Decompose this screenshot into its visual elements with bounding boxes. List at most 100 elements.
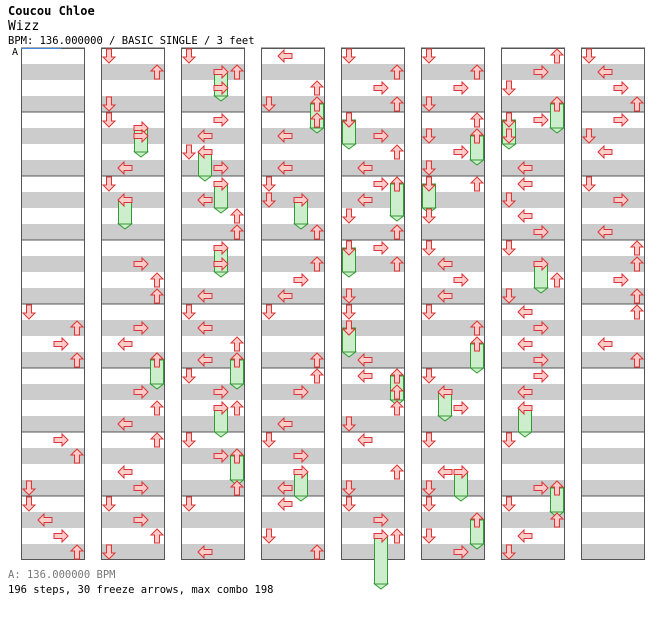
- beat-band: [261, 128, 325, 144]
- freeze-tail: [501, 143, 517, 150]
- step-down-arrow: [277, 48, 293, 64]
- beat-band: [261, 512, 325, 528]
- step-left-arrow: [261, 176, 277, 192]
- step-right-arrow: [149, 432, 165, 448]
- step-up-arrow: [213, 256, 229, 272]
- step-left-arrow: [21, 480, 37, 496]
- freeze-tail: [197, 175, 213, 182]
- beat-band: [341, 96, 405, 112]
- beat-band: [101, 480, 165, 496]
- step-right-arrow: [229, 208, 245, 224]
- step-down-arrow: [277, 128, 293, 144]
- step-down-arrow: [117, 336, 133, 352]
- step-left-arrow: [421, 240, 437, 256]
- beat-band: [261, 256, 325, 272]
- beat-band: [421, 224, 485, 240]
- beat-band: [341, 320, 405, 336]
- beat-band: [341, 128, 405, 144]
- step-down-arrow: [197, 128, 213, 144]
- beat-band: [581, 544, 645, 560]
- beat-band: [181, 128, 245, 144]
- step-down-arrow: [277, 496, 293, 512]
- beat-band: [101, 416, 165, 432]
- step-down-arrow: [197, 192, 213, 208]
- freeze-body: [518, 407, 532, 433]
- step-left-arrow: [341, 112, 357, 128]
- step-right-arrow: [229, 400, 245, 416]
- step-up-arrow: [293, 384, 309, 400]
- step-up-arrow: [533, 112, 549, 128]
- beat-band: [501, 64, 565, 80]
- freeze-tail: [373, 583, 389, 590]
- step-down-arrow: [357, 432, 373, 448]
- beat-band: [261, 192, 325, 208]
- freeze-head-right-arrow: [229, 448, 245, 464]
- freeze-body: [214, 71, 228, 97]
- step-down-arrow: [277, 160, 293, 176]
- step-up-arrow: [213, 112, 229, 128]
- beat-band: [341, 448, 405, 464]
- beat-band: [581, 480, 645, 496]
- beat-band: [181, 416, 245, 432]
- step-down-arrow: [357, 160, 373, 176]
- beat-band: [501, 192, 565, 208]
- step-left-arrow: [181, 144, 197, 160]
- step-up-arrow: [373, 176, 389, 192]
- step-right-arrow: [69, 352, 85, 368]
- beat-band: [421, 288, 485, 304]
- freeze-head-right-arrow: [389, 368, 405, 384]
- freeze-head-up-arrow: [213, 176, 229, 192]
- step-left-arrow: [341, 480, 357, 496]
- beat-band: [261, 352, 325, 368]
- step-right-arrow: [309, 112, 325, 128]
- beat-band: [581, 416, 645, 432]
- beat-band: [501, 256, 565, 272]
- step-up-arrow: [613, 112, 629, 128]
- beat-band: [261, 224, 325, 240]
- beat-band: [581, 384, 645, 400]
- step-down-arrow: [437, 288, 453, 304]
- step-up-arrow: [133, 512, 149, 528]
- step-down-arrow: [517, 160, 533, 176]
- freeze-head-down-arrow: [517, 400, 533, 416]
- beat-band: [581, 64, 645, 80]
- beat-band: [421, 448, 485, 464]
- step-left-arrow: [421, 304, 437, 320]
- step-left-arrow: [101, 96, 117, 112]
- step-up-arrow: [453, 144, 469, 160]
- column-border: [181, 48, 245, 560]
- freeze-tail: [437, 415, 453, 422]
- step-left-arrow: [181, 432, 197, 448]
- step-right-arrow: [69, 544, 85, 560]
- column-border: [581, 48, 645, 560]
- beat-band: [21, 544, 85, 560]
- freeze-tail: [149, 383, 165, 390]
- beat-band: [101, 448, 165, 464]
- step-left-arrow: [181, 48, 197, 64]
- freeze-tail: [469, 367, 485, 374]
- freeze-tail: [341, 143, 357, 150]
- freeze-body: [214, 407, 228, 433]
- beat-band: [421, 384, 485, 400]
- freeze-body: [438, 391, 452, 417]
- beat-band: [21, 320, 85, 336]
- freeze-tail: [341, 351, 357, 358]
- step-right-arrow: [229, 480, 245, 496]
- step-left-arrow: [261, 96, 277, 112]
- step-right-arrow: [389, 464, 405, 480]
- step-down-arrow: [197, 288, 213, 304]
- step-up-arrow: [453, 80, 469, 96]
- step-up-arrow: [53, 528, 69, 544]
- step-up-arrow: [293, 448, 309, 464]
- beat-band: [181, 448, 245, 464]
- beat-band: [341, 416, 405, 432]
- step-left-arrow: [101, 48, 117, 64]
- freeze-head-down-arrow: [117, 192, 133, 208]
- beat-band: [181, 544, 245, 560]
- beat-band: [21, 352, 85, 368]
- beat-band: [501, 480, 565, 496]
- step-right-arrow: [149, 288, 165, 304]
- freeze-head-right-arrow: [309, 96, 325, 112]
- step-left-arrow: [421, 528, 437, 544]
- beat-band: [341, 64, 405, 80]
